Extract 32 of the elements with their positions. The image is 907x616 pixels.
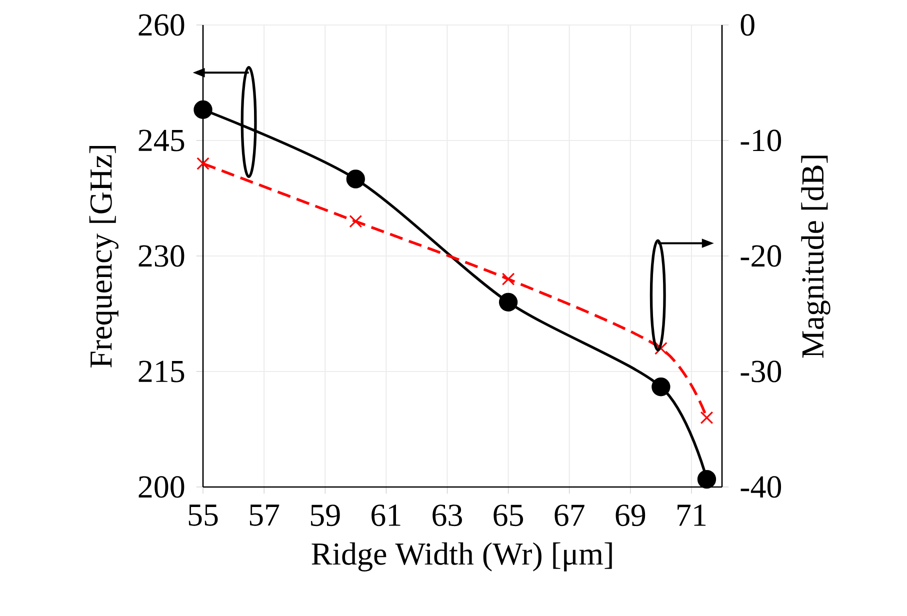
x-tick-label: 59 — [310, 504, 340, 526]
y-tick-label: 215 — [138, 360, 184, 382]
y2-tick-label: -20 — [740, 245, 782, 267]
x-tick-label: 61 — [372, 504, 400, 526]
x-tick-label: 63 — [432, 504, 462, 526]
point — [498, 292, 518, 312]
point — [697, 470, 716, 489]
x-tick-label: 55 — [188, 504, 218, 526]
x-tick-label: 71 — [678, 504, 706, 526]
x-tick-label: 67 — [554, 504, 584, 526]
y-tick-label: 230 — [138, 245, 184, 267]
y2-tick-label: -40 — [740, 476, 782, 498]
y2-tick-label: -30 — [740, 360, 782, 382]
y2-axis-title: Magnitude [dB] — [801, 156, 830, 358]
point — [700, 411, 714, 424]
point — [652, 378, 670, 396]
point — [194, 100, 212, 120]
y-axis-title: Frequency [GHz] — [89, 146, 118, 368]
x-tick-label: 65 — [494, 504, 524, 526]
point — [346, 170, 365, 188]
y2-tick-label: 0 — [740, 14, 754, 36]
y2-tick-label: -10 — [740, 130, 782, 152]
y-tick-label: 260 — [138, 14, 184, 36]
x-axis-title: Ridge Width (Wr) [μm] — [312, 542, 612, 572]
point — [502, 272, 515, 286]
point — [196, 157, 210, 170]
y-tick-label: 200 — [138, 476, 184, 498]
point — [654, 342, 668, 355]
y-tick-label: 245 — [138, 130, 184, 152]
x-tick-label: 57 — [250, 504, 280, 526]
x-tick-label: 69 — [616, 504, 646, 526]
point — [349, 214, 362, 228]
